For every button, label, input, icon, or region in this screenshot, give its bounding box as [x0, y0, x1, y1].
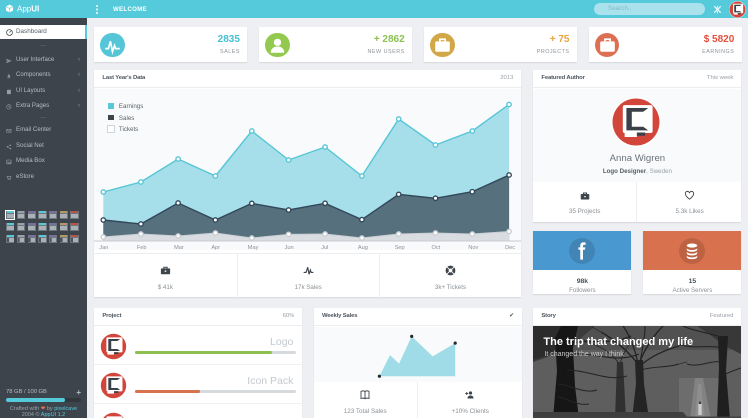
svg-text:Dec: Dec — [505, 245, 515, 250]
svg-text:Apr: Apr — [212, 245, 221, 250]
svg-text:Aug: Aug — [358, 245, 368, 250]
svg-text:Mar: Mar — [174, 245, 184, 250]
svg-text:Jun: Jun — [285, 245, 294, 250]
svg-text:Jul: Jul — [321, 245, 328, 250]
svg-text:May: May — [248, 245, 259, 250]
svg-text:Nov: Nov — [469, 245, 479, 250]
svg-text:Oct: Oct — [432, 245, 441, 250]
svg-text:Jan: Jan — [100, 245, 109, 250]
svg-text:Feb: Feb — [137, 245, 147, 250]
svg-text:Sep: Sep — [395, 245, 405, 250]
